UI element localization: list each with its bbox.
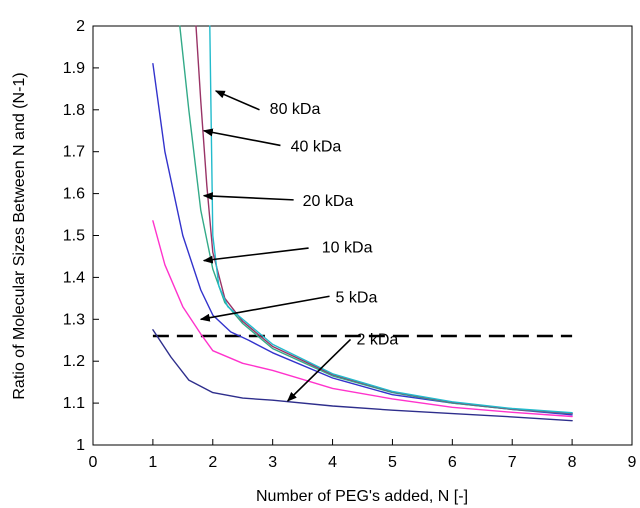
annotation-arrow	[202, 192, 294, 201]
x-tick-label: 9	[628, 454, 637, 471]
annotation-arrow	[286, 338, 352, 402]
series-line-40-kda	[195, 25, 573, 414]
annotation-label: 10 kDa	[322, 239, 373, 256]
series-layer	[152, 25, 573, 422]
annotation-label: 5 kDa	[336, 290, 378, 307]
x-tick-label: 1	[148, 454, 157, 471]
x-tick-label: 5	[388, 454, 397, 471]
series-line-2-kda	[152, 329, 573, 422]
series-line-5-kda	[152, 220, 573, 418]
annotation-arrow	[202, 247, 309, 264]
annotation-arrow	[214, 90, 260, 111]
y-tick-label: 1.4	[63, 269, 85, 286]
annotation-label: 40 kDa	[291, 139, 342, 156]
y-tick-label: 1.5	[63, 228, 85, 245]
y-tick-label: 1.2	[63, 353, 85, 370]
series-line-20-kda	[179, 25, 573, 415]
annotation-arrow	[202, 128, 281, 147]
y-tick-label: 1.9	[63, 60, 85, 77]
y-tick-label: 1.7	[63, 144, 85, 161]
x-tick-label: 7	[508, 454, 517, 471]
x-tick-label: 0	[89, 454, 98, 471]
x-axis: 0 1 2 3 4 5 6 7 8 9	[89, 439, 637, 471]
annotation-label: 80 kDa	[270, 101, 321, 118]
y-tick-label: 1.3	[63, 311, 85, 328]
annotation-layer: 80 kDa 40 kDa 20 kDa 10 kDa 5 kDa 2 kDa	[199, 90, 399, 402]
y-tick-label: 1	[76, 437, 85, 454]
y-tick-label: 1.8	[63, 102, 85, 119]
y-axis: 1 1.1 1.2 1.3 1.4 1.5 1.6 1.7 1.8 1.9 2	[63, 18, 99, 454]
x-tick-label: 8	[568, 454, 577, 471]
x-tick-label: 6	[448, 454, 457, 471]
y-tick-label: 1.6	[63, 186, 85, 203]
series-line-80-kda	[209, 25, 573, 414]
annotation-arrow	[199, 295, 330, 322]
y-tick-label: 1.1	[63, 395, 85, 412]
x-tick-label: 3	[268, 454, 277, 471]
x-tick-label: 4	[328, 454, 337, 471]
y-tick-label: 2	[76, 18, 85, 35]
y-axis-title: Ratio of Molecular Sizes Between N and (…	[11, 72, 28, 399]
annotation-label: 20 kDa	[303, 193, 354, 210]
x-tick-label: 2	[208, 454, 217, 471]
x-axis-title: Number of PEG's added, N [-]	[256, 488, 468, 505]
annotation-label: 2 kDa	[357, 331, 399, 348]
